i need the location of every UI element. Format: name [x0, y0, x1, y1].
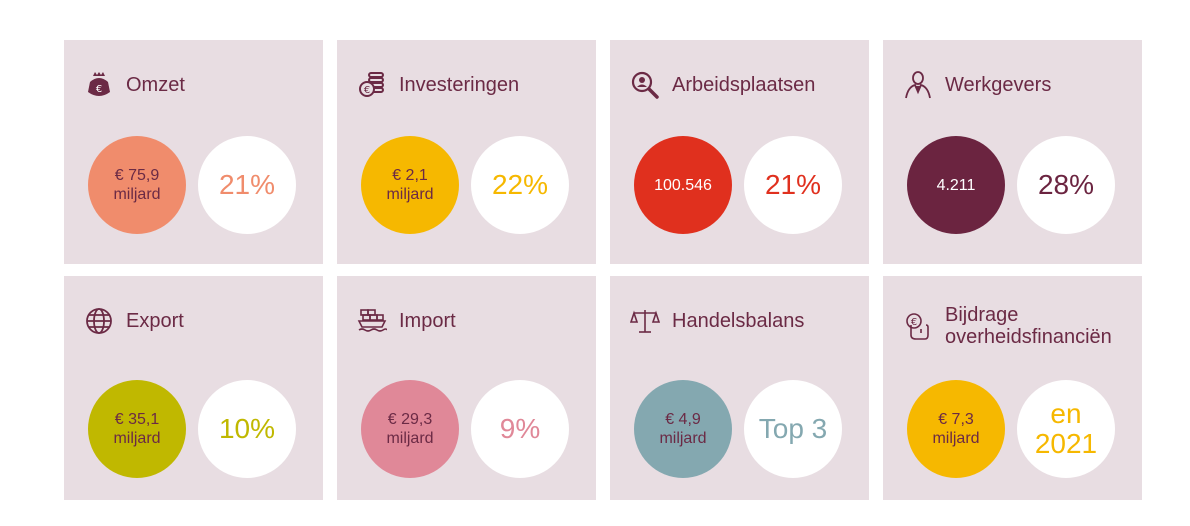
value-amount: € 75,9: [114, 167, 160, 184]
card-title: Omzet: [126, 74, 185, 96]
money-bag-icon: €: [84, 70, 114, 100]
percentage-circle: en 2021: [1017, 380, 1115, 478]
svg-text:€: €: [911, 317, 917, 328]
percentage-value: Top 3: [758, 413, 828, 444]
cargo-ship-icon: [357, 306, 387, 336]
value-amount: € 7,3: [938, 411, 974, 428]
value-amount: € 29,3: [387, 411, 433, 428]
card-handelsbalans: Handelsbalans € 4,9 miljard Top 3: [610, 276, 869, 500]
card-circles: € 2,1 miljard 22%: [361, 136, 569, 234]
card-import: Import € 29,3 miljard 9%: [337, 276, 596, 500]
value-circle: € 7,3 miljard: [907, 380, 1005, 478]
value-circle: € 4,9 miljard: [634, 380, 732, 478]
globe-icon: [84, 306, 114, 336]
percentage-line2: 2021: [1034, 428, 1098, 459]
card-title: Bijdrage overheidsfinanciën: [945, 304, 1112, 348]
card-circles: € 29,3 miljard 9%: [361, 380, 569, 478]
card-title: Import: [399, 310, 456, 332]
card-title: Export: [126, 310, 184, 332]
scale-icon: [630, 306, 660, 336]
value-unit: miljard: [932, 430, 980, 447]
value-circle: € 2,1 miljard: [361, 136, 459, 234]
card-header: Import: [357, 306, 456, 336]
svg-text:€: €: [364, 85, 370, 96]
percentage-value: 28%: [1037, 169, 1095, 200]
value-amount: € 35,1: [114, 411, 160, 428]
percentage-circle: 9%: [471, 380, 569, 478]
value-circle: 100.546: [634, 136, 732, 234]
card-circles: € 35,1 miljard 10%: [88, 380, 296, 478]
card-title-line2: overheidsfinanciën: [945, 326, 1112, 348]
value-unit: miljard: [659, 430, 707, 447]
card-omzet: € Omzet € 75,9 miljard 21%: [64, 40, 323, 264]
card-export: Export € 35,1 miljard 10%: [64, 276, 323, 500]
card-header: € Omzet: [84, 70, 185, 100]
card-header: Export: [84, 306, 184, 336]
hand-coin-icon: €: [903, 311, 933, 341]
card-circles: € 4,9 miljard Top 3: [634, 380, 842, 478]
card-header: Handelsbalans: [630, 306, 804, 336]
card-header: € Bijdrage overheidsfinanciën: [903, 304, 1112, 348]
value-unit: miljard: [386, 186, 434, 203]
card-title-line1: Bijdrage: [945, 304, 1019, 326]
card-arbeidsplaatsen: Arbeidsplaatsen 100.546 21%: [610, 40, 869, 264]
svg-text:€: €: [96, 84, 102, 95]
percentage-line1: en: [1050, 398, 1082, 429]
percentage-value: 21%: [764, 169, 822, 200]
value-circle: € 75,9 miljard: [88, 136, 186, 234]
card-header: Arbeidsplaatsen: [630, 70, 815, 100]
percentage-value: 10%: [218, 413, 276, 444]
card-circles: 100.546 21%: [634, 136, 842, 234]
percentage-value: 9%: [499, 413, 541, 444]
card-investeringen: € Investeringen € 2,1 miljard 22%: [337, 40, 596, 264]
percentage-circle: 21%: [198, 136, 296, 234]
value-unit: miljard: [113, 430, 161, 447]
value-unit: miljard: [113, 186, 161, 203]
card-title: Handelsbalans: [672, 310, 805, 332]
card-bijdrage-overheidsfinancien: € Bijdrage overheidsfinanciën € 7,3 milj…: [883, 276, 1142, 500]
value-unit: miljard: [386, 430, 434, 447]
percentage-value: 21%: [218, 169, 276, 200]
card-title: Arbeidsplaatsen: [672, 74, 816, 96]
value-amount: € 4,9: [665, 411, 701, 428]
value-amount: 4.211: [936, 176, 976, 194]
card-header: Werkgevers: [903, 70, 1051, 100]
magnifier-person-icon: [630, 70, 660, 100]
percentage-circle: 22%: [471, 136, 569, 234]
value-circle: € 29,3 miljard: [361, 380, 459, 478]
value-circle: € 35,1 miljard: [88, 380, 186, 478]
percentage-circle: 21%: [744, 136, 842, 234]
value-circle: 4.211: [907, 136, 1005, 234]
employer-person-icon: [903, 70, 933, 100]
card-circles: € 7,3 miljard en 2021: [907, 380, 1115, 478]
card-circles: 4.211 28%: [907, 136, 1115, 234]
card-header: € Investeringen: [357, 70, 519, 100]
percentage-value: 22%: [491, 169, 549, 200]
percentage-circle: 28%: [1017, 136, 1115, 234]
percentage-circle: 10%: [198, 380, 296, 478]
value-amount: 100.546: [654, 176, 712, 194]
card-circles: € 75,9 miljard 21%: [88, 136, 296, 234]
card-title: Investeringen: [399, 74, 520, 96]
card-title: Werkgevers: [945, 74, 1052, 96]
kpi-grid: € Omzet € 75,9 miljard 21% € Investering…: [64, 40, 1142, 500]
value-amount: € 2,1: [392, 167, 428, 184]
card-werkgevers: Werkgevers 4.211 28%: [883, 40, 1142, 264]
percentage-circle: Top 3: [744, 380, 842, 478]
coin-stack-icon: €: [357, 70, 387, 100]
